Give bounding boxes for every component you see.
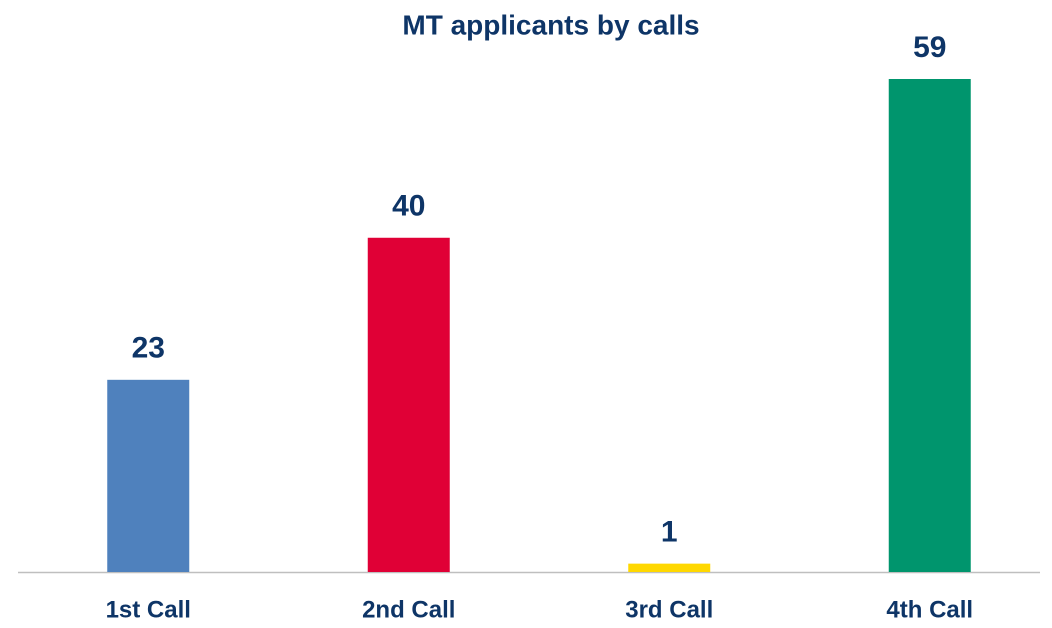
bar (107, 379, 190, 572)
value-label: 1 (661, 516, 678, 549)
x-tick-label: 1st Call (106, 596, 191, 623)
value-label: 23 (132, 332, 165, 365)
x-tick-label: 2nd Call (362, 596, 455, 623)
x-tick-label: 4th Call (886, 596, 973, 623)
bar (628, 563, 711, 572)
value-label: 40 (392, 190, 425, 223)
x-tick-label: 3rd Call (625, 596, 713, 623)
bar (888, 79, 971, 572)
bar (367, 237, 450, 573)
value-label: 59 (913, 31, 946, 64)
chart-title: MT applicants by calls (402, 9, 699, 40)
